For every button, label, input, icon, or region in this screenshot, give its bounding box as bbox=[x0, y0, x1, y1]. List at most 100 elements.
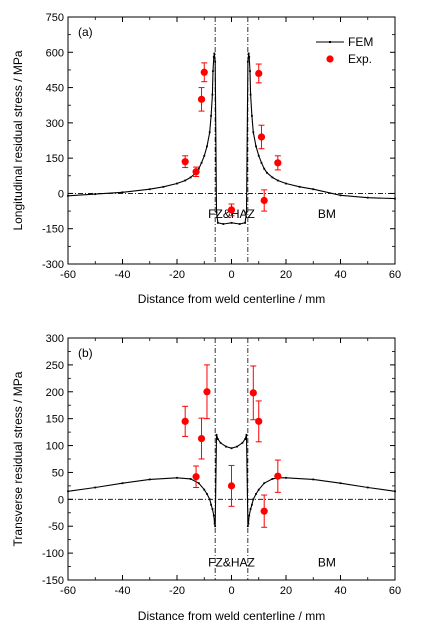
x-tick-label: 40 bbox=[334, 269, 346, 281]
fem-point bbox=[251, 114, 253, 117]
fem-point bbox=[263, 167, 266, 170]
fem-point bbox=[184, 179, 187, 182]
y-tick-label: 300 bbox=[46, 333, 64, 345]
x-tick-label: 0 bbox=[228, 585, 234, 597]
fem-point bbox=[203, 154, 206, 157]
fem-point bbox=[339, 194, 342, 197]
fem-point bbox=[298, 185, 301, 188]
base-metal-label: BM bbox=[318, 207, 336, 221]
fem-point bbox=[176, 182, 178, 185]
fem-point bbox=[216, 221, 219, 224]
y-tick-label: 250 bbox=[46, 360, 64, 372]
x-tick-label: 60 bbox=[389, 269, 401, 281]
fem-point bbox=[210, 114, 212, 117]
fem-point bbox=[255, 493, 257, 495]
fem-point bbox=[245, 211, 248, 214]
fem-point bbox=[247, 52, 250, 55]
fem-point bbox=[148, 188, 151, 191]
fem-point bbox=[252, 131, 255, 134]
exp-point bbox=[200, 68, 208, 76]
y-tick-label: 300 bbox=[46, 118, 64, 130]
fem-point bbox=[176, 476, 178, 479]
y-axis-title: Transverse residual stress / MPa bbox=[11, 371, 25, 546]
y-tick-label: 0 bbox=[58, 494, 64, 506]
exp-point bbox=[274, 159, 282, 167]
fem-point bbox=[211, 93, 214, 96]
fem-point bbox=[203, 488, 206, 491]
exp-point bbox=[227, 206, 236, 214]
y-tick-label: -150 bbox=[42, 224, 64, 236]
fem-point bbox=[230, 221, 233, 224]
fem-point bbox=[244, 438, 247, 441]
x-tick-label: -20 bbox=[169, 269, 185, 281]
fem-point bbox=[67, 194, 69, 197]
fem-point bbox=[212, 56, 215, 58]
fem-point bbox=[285, 182, 287, 185]
legend: FEM Exp. bbox=[316, 35, 373, 66]
y-tick-label: 150 bbox=[46, 153, 64, 165]
x-axis-title: Distance from weld centerline / mm bbox=[138, 292, 325, 306]
fem-point bbox=[222, 223, 225, 225]
fem-point bbox=[162, 185, 165, 188]
fem-point bbox=[215, 211, 218, 214]
fem-point bbox=[260, 161, 263, 164]
fem-point bbox=[236, 445, 238, 448]
fem-point bbox=[255, 145, 257, 148]
fem-point bbox=[271, 176, 274, 179]
fem-point bbox=[249, 508, 252, 510]
panel-label: (b) bbox=[78, 346, 93, 360]
exp-point bbox=[249, 389, 257, 397]
y-tick-label: 750 bbox=[46, 12, 64, 24]
fem-point bbox=[189, 477, 192, 480]
legend-fem-label: FEM bbox=[348, 35, 373, 49]
fem-point bbox=[241, 441, 244, 444]
exp-point bbox=[257, 133, 266, 141]
fem-point bbox=[200, 161, 203, 164]
fem-point bbox=[206, 145, 208, 148]
exp-point bbox=[192, 168, 200, 176]
legend-exp-label: Exp. bbox=[348, 52, 372, 66]
x-tick-label: 20 bbox=[280, 585, 292, 597]
fem-point bbox=[230, 447, 233, 450]
fem-point bbox=[189, 176, 192, 179]
fem-point bbox=[276, 179, 279, 182]
fem-point bbox=[208, 131, 211, 134]
y-tick-label: 200 bbox=[46, 387, 64, 399]
exp-point bbox=[203, 388, 211, 396]
y-tick-label: -300 bbox=[42, 259, 64, 271]
plot-frame bbox=[67, 16, 396, 265]
y-tick-label: 50 bbox=[52, 467, 64, 479]
exp-point bbox=[260, 196, 268, 205]
fem-point bbox=[366, 486, 369, 489]
exp-point bbox=[255, 69, 263, 78]
fem-point bbox=[94, 486, 97, 489]
legend-exp-marker bbox=[326, 55, 334, 63]
fem-point bbox=[257, 154, 260, 157]
fem-point bbox=[394, 490, 396, 493]
x-tick-label: 40 bbox=[334, 585, 346, 597]
x-tick-label: -20 bbox=[169, 585, 185, 597]
fem-point bbox=[339, 482, 342, 485]
fem-point bbox=[263, 482, 266, 485]
exp-point bbox=[274, 472, 282, 480]
fusion-zone-label: FZ&HAZ bbox=[208, 556, 255, 570]
fem-point bbox=[246, 525, 249, 528]
fem-point bbox=[214, 60, 217, 63]
fem-point bbox=[251, 503, 253, 506]
y-tick-label: 150 bbox=[46, 414, 64, 426]
x-tick-label: -60 bbox=[60, 269, 76, 281]
fem-point bbox=[252, 498, 255, 501]
fem-point bbox=[206, 493, 208, 495]
fem-point bbox=[212, 514, 215, 517]
x-tick-label: 0 bbox=[228, 269, 234, 281]
fem-point bbox=[213, 522, 216, 525]
y-tick-label: -150 bbox=[42, 575, 64, 587]
fem-point bbox=[366, 196, 369, 199]
x-tick-label: 60 bbox=[389, 585, 401, 597]
x-tick-label: -40 bbox=[115, 585, 131, 597]
exp-point bbox=[197, 95, 206, 103]
plot-frame bbox=[67, 337, 396, 581]
fem-point bbox=[94, 193, 97, 196]
exp-point bbox=[255, 417, 263, 425]
